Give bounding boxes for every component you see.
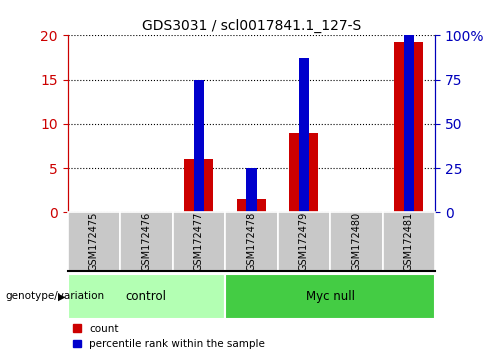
Bar <box>68 212 120 271</box>
Bar <box>404 0 414 212</box>
Bar <box>225 212 278 271</box>
Bar <box>225 274 435 319</box>
Bar <box>194 80 204 212</box>
Bar <box>382 212 435 271</box>
Bar <box>278 212 330 271</box>
Title: GDS3031 / scl0017841.1_127-S: GDS3031 / scl0017841.1_127-S <box>142 19 361 33</box>
Text: GSM172475: GSM172475 <box>89 212 99 271</box>
Text: GSM172480: GSM172480 <box>351 212 361 271</box>
Text: GSM172477: GSM172477 <box>194 212 204 271</box>
Bar <box>290 133 318 212</box>
Legend: count, percentile rank within the sample: count, percentile rank within the sample <box>72 324 265 349</box>
Text: genotype/variation: genotype/variation <box>5 291 104 302</box>
Text: GSM172479: GSM172479 <box>299 212 309 271</box>
Text: GSM172478: GSM172478 <box>246 212 256 271</box>
Bar <box>120 212 172 271</box>
Bar <box>237 199 266 212</box>
Text: Myc null: Myc null <box>306 290 354 303</box>
Text: GSM172481: GSM172481 <box>404 212 414 271</box>
Bar <box>298 57 309 212</box>
Bar <box>184 159 213 212</box>
Bar <box>68 274 225 319</box>
Bar <box>330 212 382 271</box>
Text: control: control <box>126 290 167 303</box>
Bar <box>246 168 256 212</box>
Text: ▶: ▶ <box>58 291 65 302</box>
Bar <box>172 212 225 271</box>
Text: GSM172476: GSM172476 <box>142 212 151 271</box>
Bar <box>394 42 423 212</box>
